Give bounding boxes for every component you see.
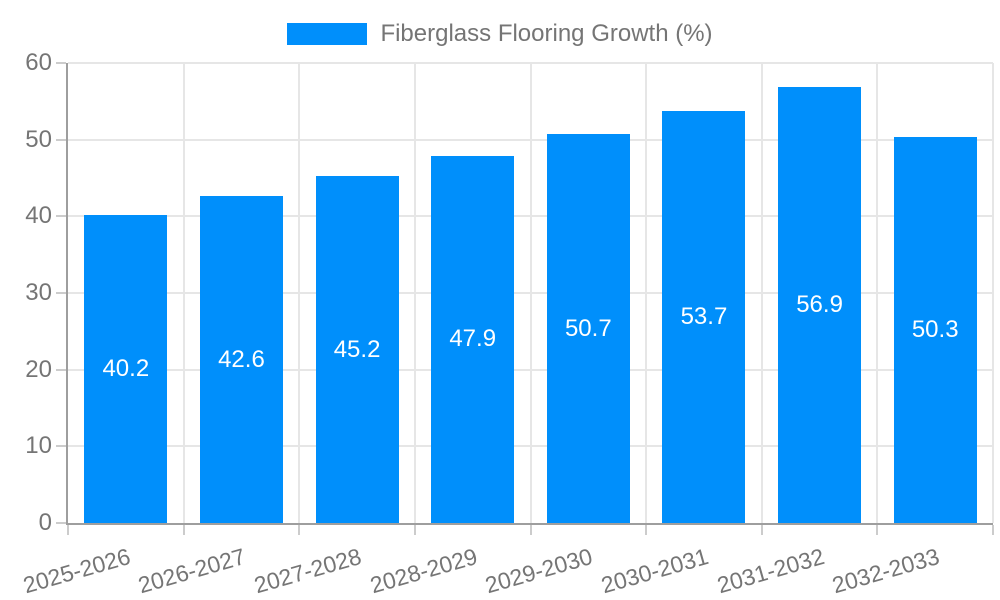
- bar: 53.7: [662, 111, 746, 523]
- y-tick-label: 0: [38, 509, 52, 536]
- x-tick-label: 2031-2032: [713, 543, 827, 599]
- y-axis-tick: [56, 292, 66, 294]
- x-axis-tick: [992, 525, 994, 535]
- y-axis-tick: [56, 445, 66, 448]
- bar-value-label: 50.3: [911, 316, 959, 344]
- x-tick-label: 2028-2029: [366, 543, 480, 599]
- x-axis-line: [66, 523, 993, 525]
- y-tick-label: 30: [25, 279, 52, 306]
- legend: Fiberglass Flooring Growth (%): [0, 20, 1000, 48]
- bar-value-label: 50.7: [564, 314, 612, 342]
- y-axis-tick: [56, 368, 66, 371]
- bar: 45.2: [315, 176, 399, 523]
- y-tick-label: 20: [25, 355, 52, 383]
- y-tick-label: 60: [25, 49, 52, 76]
- legend-swatch: [287, 23, 368, 45]
- x-axis-tick: [182, 525, 185, 535]
- x-tick-label: 2030-2031: [598, 543, 712, 599]
- bar: 40.2: [84, 214, 168, 523]
- y-axis-tick: [56, 62, 66, 64]
- x-axis-tick: [645, 525, 648, 535]
- v-gridline: [992, 63, 994, 523]
- bar: 42.6: [199, 196, 283, 523]
- v-gridline: [182, 63, 185, 523]
- x-axis-tick: [529, 525, 532, 535]
- x-tick-label: 2025-2026: [20, 543, 133, 599]
- bar-value-label: 40.2: [102, 354, 150, 382]
- bar: 50.3: [893, 137, 977, 523]
- x-axis-tick: [760, 525, 763, 535]
- v-gridline: [645, 63, 648, 523]
- v-gridline: [876, 63, 879, 523]
- v-gridline: [413, 63, 416, 523]
- bar: 47.9: [431, 155, 515, 523]
- y-axis-tick: [56, 215, 66, 218]
- bar-value-label: 42.6: [218, 345, 265, 373]
- x-axis-tick: [67, 525, 69, 535]
- y-axis-tick: [56, 138, 66, 141]
- x-tick-label: 2032-2033: [829, 543, 943, 599]
- x-tick-label: 2029-2030: [482, 543, 596, 599]
- legend-label: Fiberglass Flooring Growth (%): [380, 20, 713, 47]
- x-axis-tick: [298, 525, 301, 535]
- y-tick-label: 40: [25, 202, 52, 230]
- v-gridline: [529, 63, 532, 523]
- y-axis-tick: [56, 522, 66, 524]
- y-tick-label: 50: [25, 125, 52, 153]
- bar-value-label: 47.9: [449, 325, 497, 353]
- x-tick-label: 2026-2027: [135, 543, 249, 599]
- bar-value-label: 45.2: [333, 335, 381, 363]
- plot-area: 0 10 20 30 40 50 60 40.2 2025-2026 42.6 2026-2027 4…: [20, 51, 994, 598]
- v-gridline: [760, 63, 763, 523]
- y-axis-line: [66, 63, 68, 523]
- x-axis-tick: [413, 525, 416, 535]
- bar: 50.7: [546, 134, 630, 523]
- y-tick-label: 10: [25, 432, 52, 460]
- bar-value-label: 56.9: [796, 290, 843, 318]
- bar: 56.9: [778, 86, 862, 523]
- x-tick-label: 2027-2028: [251, 543, 365, 599]
- legend-item[interactable]: Fiberglass Flooring Growth (%): [287, 20, 713, 48]
- x-axis-tick: [876, 525, 879, 535]
- bar-value-label: 53.7: [680, 303, 728, 331]
- v-gridline: [298, 63, 301, 523]
